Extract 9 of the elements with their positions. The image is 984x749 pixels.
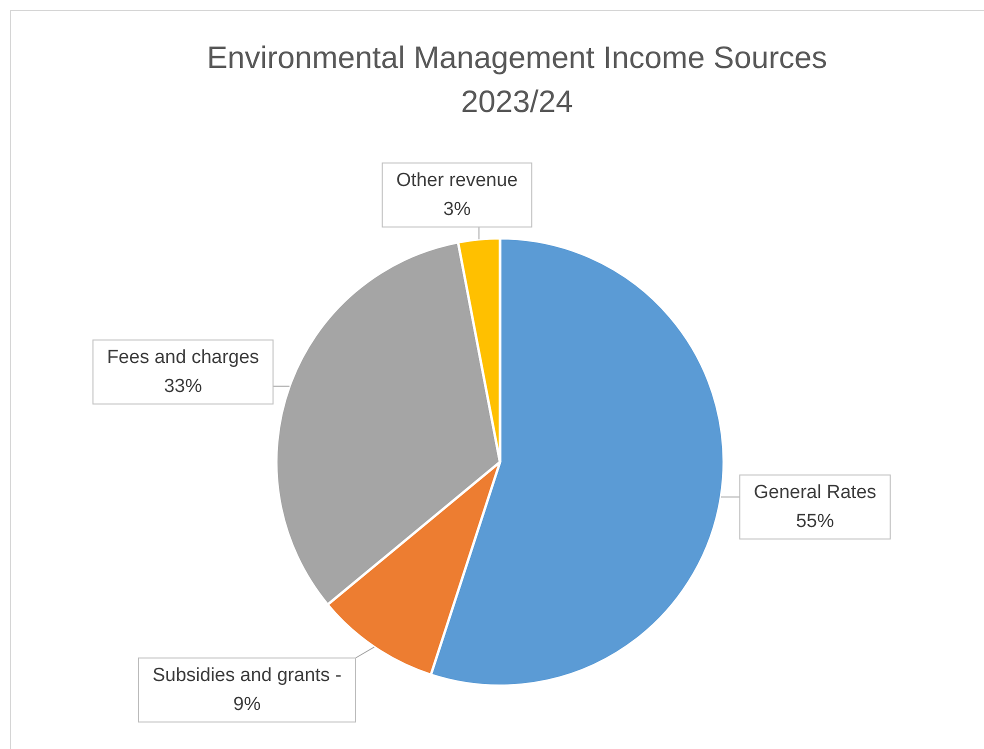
- slice-label: Fees and charges: [106, 347, 260, 368]
- data-label: 33%: [164, 376, 202, 398]
- data-label: 3%: [443, 199, 471, 220]
- chart-title: Environmental Management Income Sources 2023/24: [206, 39, 828, 121]
- slice-label: Other revenue: [396, 170, 518, 192]
- slice-label: Subsidies and grants -: [152, 665, 342, 686]
- slice-label: General Rates: [754, 482, 876, 504]
- data-label: 55%: [796, 511, 834, 532]
- data-label: 9%: [233, 694, 261, 716]
